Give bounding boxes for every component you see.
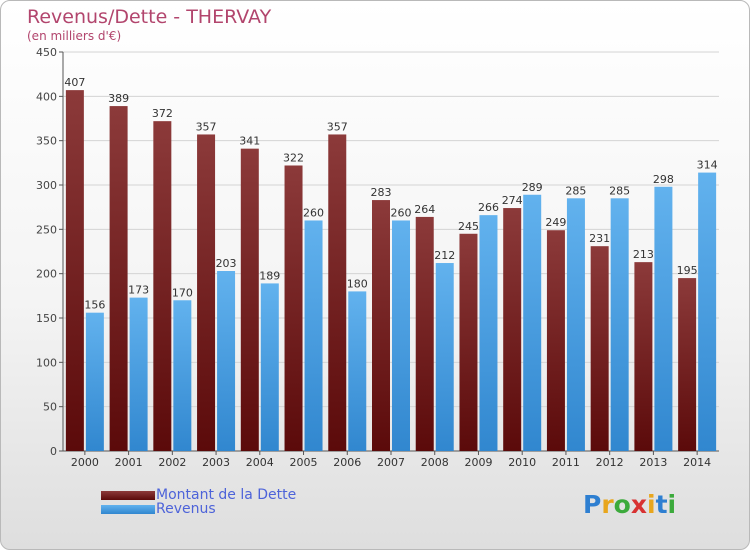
x-tick-label: 2001 xyxy=(115,456,143,469)
dette-value-label: 249 xyxy=(545,216,566,229)
dette-bar xyxy=(284,165,303,451)
dette-bar xyxy=(634,262,653,451)
revenus-bar xyxy=(304,220,323,451)
revenus-bar xyxy=(435,263,454,451)
revenus-value-label: 285 xyxy=(609,184,630,197)
revenus-value-label: 285 xyxy=(565,184,586,197)
revenus-value-label: 314 xyxy=(697,159,718,172)
dette-value-label: 341 xyxy=(239,135,260,148)
revenus-value-label: 260 xyxy=(303,206,324,219)
bars xyxy=(65,90,717,452)
dette-value-label: 245 xyxy=(458,220,479,233)
legend-label-dette: Montant de la Dette xyxy=(156,487,297,503)
dette-value-label: 357 xyxy=(327,120,348,133)
revenus-bar xyxy=(523,194,542,451)
gridlines xyxy=(63,51,719,452)
revenus-bar xyxy=(85,312,104,451)
revenus-bar xyxy=(654,186,673,452)
x-tick-label: 2005 xyxy=(290,456,318,469)
dette-value-label: 195 xyxy=(677,264,698,277)
dette-bar xyxy=(109,106,128,451)
dette-value-label: 283 xyxy=(371,186,392,199)
chart-title: Revenus/Dette - THERVAY xyxy=(27,6,272,28)
revenus-value-label: 298 xyxy=(653,173,674,186)
legend-swatch-dette xyxy=(101,491,155,500)
revenus-bar xyxy=(173,300,192,451)
dette-bar xyxy=(590,246,609,451)
dette-value-label: 322 xyxy=(283,151,304,164)
x-tick-label: 2010 xyxy=(508,456,536,469)
dette-value-label: 213 xyxy=(633,248,654,261)
dette-value-label: 357 xyxy=(196,120,217,133)
dette-bar xyxy=(153,121,172,451)
revenus-bar xyxy=(392,220,410,451)
axes: 0 50 100 150 200 250 300 350 400 450 2000 2001 2002 2… xyxy=(36,46,719,469)
revenus-value-label: 173 xyxy=(128,284,149,297)
revenus-value-label: 289 xyxy=(522,181,543,194)
dette-value-label: 264 xyxy=(414,203,435,216)
x-tick-label: 2008 xyxy=(421,456,449,469)
legend-swatch-revenus xyxy=(101,505,155,514)
revenus-value-label: 180 xyxy=(347,277,368,290)
dette-bar xyxy=(459,233,478,451)
revenus-bar xyxy=(129,297,148,451)
x-tick-label: 2002 xyxy=(158,456,186,469)
x-tick-label: 2003 xyxy=(202,456,230,469)
dette-value-label: 407 xyxy=(64,76,85,89)
revenus-value-label: 260 xyxy=(391,206,412,219)
x-tick-label: 2006 xyxy=(333,456,361,469)
dette-bar xyxy=(372,200,390,451)
y-tick-label: 50 xyxy=(43,401,57,414)
revenus-bar xyxy=(217,271,236,451)
revenus-bar xyxy=(260,283,279,451)
x-tick-label: 2009 xyxy=(464,456,492,469)
dette-value-label: 274 xyxy=(502,194,523,207)
y-tick-label: 150 xyxy=(36,312,57,325)
revenus-bar xyxy=(610,198,629,451)
y-tick-label: 200 xyxy=(36,268,57,281)
y-tick-label: 250 xyxy=(36,223,57,236)
revenus-bar xyxy=(566,198,585,451)
x-tick-label: 2012 xyxy=(596,456,624,469)
dette-bar xyxy=(197,134,216,451)
dette-bar xyxy=(678,278,697,451)
revenus-bar xyxy=(479,215,498,451)
x-tick-label: 2004 xyxy=(246,456,274,469)
dette-bar xyxy=(415,216,434,451)
dette-value-label: 389 xyxy=(108,92,129,105)
revenus-bar xyxy=(698,172,717,451)
dette-value-label: 372 xyxy=(152,107,173,120)
proxiti-logo: Proxiti xyxy=(583,490,677,519)
dette-bar xyxy=(240,148,259,451)
revenus-value-label: 212 xyxy=(434,249,455,262)
x-tick-label: 2014 xyxy=(683,456,711,469)
dette-bar xyxy=(328,134,347,451)
dette-bar xyxy=(503,208,522,451)
x-tick-label: 2000 xyxy=(71,456,99,469)
y-tick-label: 100 xyxy=(36,356,57,369)
y-tick-label: 350 xyxy=(36,135,57,148)
y-tick-label: 0 xyxy=(50,445,57,458)
dette-value-label: 231 xyxy=(589,232,610,245)
dette-bar xyxy=(546,230,565,451)
data-labels: 407 156 389 173 372 170 357 203 341 189 322 260 357 1… xyxy=(64,76,717,312)
revenus-value-label: 170 xyxy=(172,286,193,299)
revenus-value-label: 189 xyxy=(259,269,280,282)
revenus-bar xyxy=(348,291,367,451)
y-tick-label: 400 xyxy=(36,90,57,103)
revenus-value-label: 203 xyxy=(216,257,237,270)
revenus-value-label: 266 xyxy=(478,201,499,214)
x-tick-label: 2007 xyxy=(377,456,405,469)
y-tick-label: 300 xyxy=(36,179,57,192)
x-tick-label: 2013 xyxy=(639,456,667,469)
x-tick-label: 2011 xyxy=(552,456,580,469)
revenus-value-label: 156 xyxy=(84,299,105,312)
dette-bar xyxy=(65,90,84,452)
chart-subtitle: (en milliers d'€) xyxy=(27,29,122,43)
legend-label-revenus: Revenus xyxy=(156,501,216,517)
y-tick-label: 450 xyxy=(36,46,57,59)
